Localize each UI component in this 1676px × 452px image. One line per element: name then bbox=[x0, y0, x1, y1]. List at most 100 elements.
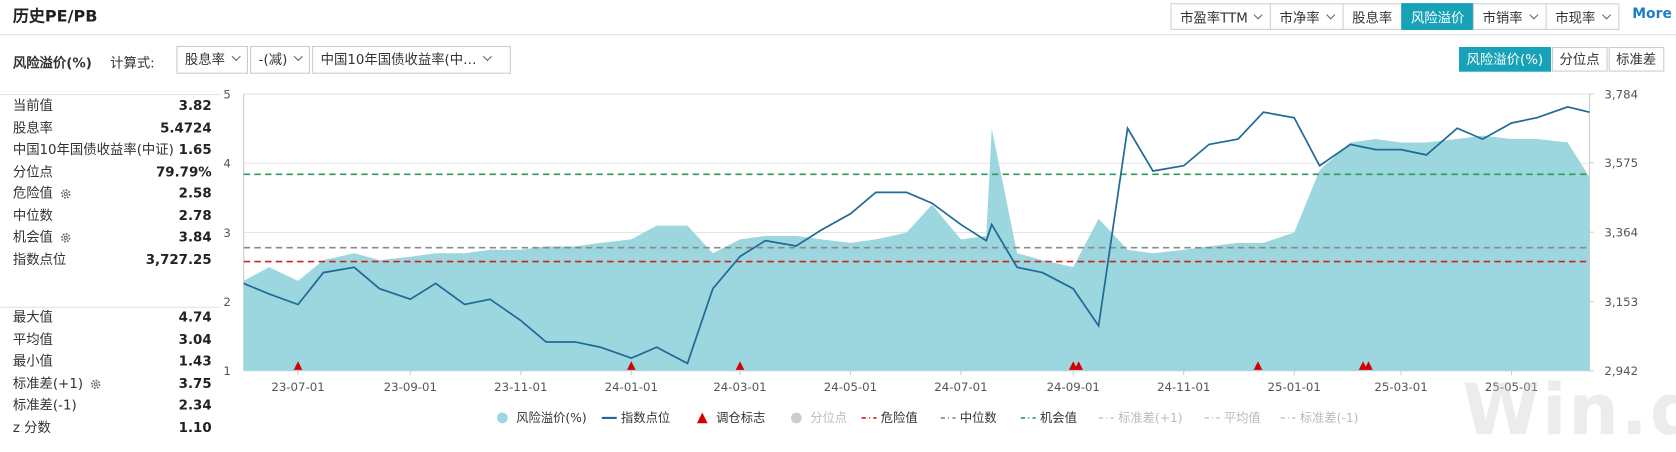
stat-value: 3.75 bbox=[178, 374, 212, 391]
view-button[interactable]: 分位点 bbox=[1552, 47, 1608, 72]
divider bbox=[0, 94, 221, 96]
y-tick-label: 1 bbox=[223, 364, 230, 378]
tab[interactable]: 股息率 bbox=[1342, 3, 1402, 30]
more-link[interactable]: More bbox=[1632, 6, 1672, 23]
stat-label: 最小值 bbox=[12, 352, 53, 369]
rebalance-marker bbox=[293, 361, 303, 370]
stat-label: 标准差(+1) bbox=[12, 374, 84, 391]
x-tick-label: 23-09-01 bbox=[384, 380, 437, 394]
stat-row: 标准差(+1) 3.75 bbox=[13, 373, 212, 394]
stat-label: 股息率 bbox=[12, 119, 53, 136]
x-tick-label: 24-09-01 bbox=[1047, 380, 1100, 394]
rebalance-marker bbox=[1068, 361, 1078, 370]
legend-label: 危险值 bbox=[881, 410, 918, 425]
stat-label: 标准差(-1) bbox=[12, 396, 77, 413]
x-tick-label: 24-05-01 bbox=[824, 380, 877, 394]
x-tick-label: 24-03-01 bbox=[713, 380, 766, 394]
tab[interactable]: 市净率 bbox=[1269, 3, 1344, 30]
stat-value: 3,727.25 bbox=[145, 250, 212, 267]
stat-row: 最小值 1.43 bbox=[13, 351, 212, 372]
stat-row: 危险值 2.58 bbox=[13, 183, 212, 204]
stat-label: 当前值 bbox=[12, 97, 53, 114]
divider bbox=[0, 34, 1676, 36]
legend-label: 标准差(+1) bbox=[1118, 411, 1183, 425]
stat-value: 5.4724 bbox=[160, 119, 212, 136]
y2-tick-label: 3,364 bbox=[1604, 225, 1638, 239]
y-tick-label: 4 bbox=[223, 157, 230, 171]
tab[interactable]: 风险溢价 bbox=[1401, 3, 1475, 30]
view-button[interactable]: 风险溢价(%) bbox=[1459, 47, 1551, 72]
control-label: 风险溢价(%) bbox=[12, 54, 92, 71]
stat-row: z 分数 1.10 bbox=[13, 416, 212, 437]
stat-row: 指数点位 3,727.25 bbox=[13, 249, 212, 270]
legend-label: 调仓标志 bbox=[716, 411, 765, 425]
settings-icon[interactable] bbox=[59, 232, 71, 244]
stat-label: 指数点位 bbox=[12, 250, 67, 267]
watermark: Win.d bbox=[1462, 368, 1676, 452]
y-tick-label: 5 bbox=[223, 87, 230, 101]
tab[interactable]: 市盈率TTM bbox=[1170, 3, 1272, 30]
stat-label: 中国10年国债收益率(中证) bbox=[12, 141, 174, 158]
rebalance-marker bbox=[1364, 361, 1373, 370]
stat-label: 中位数 bbox=[12, 206, 53, 223]
stat-row: 标准差(-1) 2.34 bbox=[13, 394, 212, 415]
legend-label: 指数点位 bbox=[621, 410, 670, 425]
tab[interactable]: 市现率 bbox=[1545, 3, 1619, 30]
divider bbox=[0, 306, 221, 308]
stat-value: 3.84 bbox=[178, 228, 212, 245]
rebalance-marker bbox=[735, 361, 745, 370]
stat-value: 1.65 bbox=[178, 141, 212, 158]
dropdown[interactable]: -(减) bbox=[250, 45, 310, 74]
page-title: 历史PE/PB bbox=[12, 6, 98, 26]
legend-label: 中位数 bbox=[960, 410, 997, 425]
x-tick-label: 24-01-01 bbox=[605, 380, 658, 394]
stat-row: 机会值 3.84 bbox=[13, 227, 212, 248]
legend-label: 分位点 bbox=[810, 410, 847, 425]
stat-row: 平均值 3.04 bbox=[13, 329, 212, 350]
dropdown[interactable]: 中国10年国债收益率(中… bbox=[312, 45, 511, 74]
stat-row: 当前值 3.82 bbox=[13, 95, 212, 116]
y2-tick-label: 3,575 bbox=[1604, 156, 1638, 170]
stat-label: z 分数 bbox=[12, 418, 51, 435]
stat-value: 1.10 bbox=[178, 418, 212, 435]
x-tick-label: 25-01-01 bbox=[1268, 380, 1321, 394]
area bbox=[243, 128, 1590, 371]
stat-label: 分位点 bbox=[12, 163, 53, 180]
stat-row: 股息率 5.4724 bbox=[13, 117, 212, 138]
x-tick-label: 24-07-01 bbox=[934, 380, 987, 394]
stat-row: 最大值 4.74 bbox=[13, 307, 212, 328]
settings-icon[interactable] bbox=[89, 378, 101, 390]
formula-label: 计算式: bbox=[110, 54, 155, 71]
stat-value: 3.82 bbox=[178, 97, 212, 114]
stat-value: 2.34 bbox=[178, 396, 212, 413]
y-tick-label: 2 bbox=[223, 295, 230, 309]
y2-tick-label: 3,784 bbox=[1604, 87, 1638, 101]
tab[interactable]: 市销率 bbox=[1472, 3, 1547, 30]
x-tick-label: 24-11-01 bbox=[1157, 380, 1210, 394]
legend-symbol bbox=[696, 412, 708, 424]
x-tick-label: 23-11-01 bbox=[494, 380, 547, 394]
x-tick-label: 25-03-01 bbox=[1374, 380, 1427, 394]
stat-label: 平均值 bbox=[12, 330, 53, 347]
dropdown[interactable]: 股息率 bbox=[176, 45, 248, 74]
stat-row: 中国10年国债收益率(中证) 1.65 bbox=[13, 139, 212, 160]
x-tick-label: 23-07-01 bbox=[271, 380, 324, 394]
rebalance-marker bbox=[1253, 361, 1263, 370]
stat-value: 3.04 bbox=[178, 330, 212, 347]
stat-value: 4.74 bbox=[178, 308, 212, 325]
line bbox=[243, 105, 1590, 365]
settings-icon[interactable] bbox=[59, 188, 71, 200]
stat-label: 最大值 bbox=[12, 308, 53, 325]
view-button[interactable]: 标准差 bbox=[1608, 47, 1664, 72]
rebalance-marker bbox=[1358, 361, 1368, 370]
stat-label: 危险值 bbox=[12, 184, 53, 201]
legend-symbol bbox=[790, 412, 802, 424]
stat-row: 中位数 2.78 bbox=[13, 205, 212, 226]
stat-value: 2.78 bbox=[178, 206, 212, 223]
stat-value: 2.58 bbox=[178, 184, 212, 201]
stat-row: 分位点 79.79% bbox=[13, 161, 212, 182]
legend-label: 标准差(-1) bbox=[1300, 411, 1359, 425]
rebalance-marker bbox=[1074, 361, 1083, 370]
